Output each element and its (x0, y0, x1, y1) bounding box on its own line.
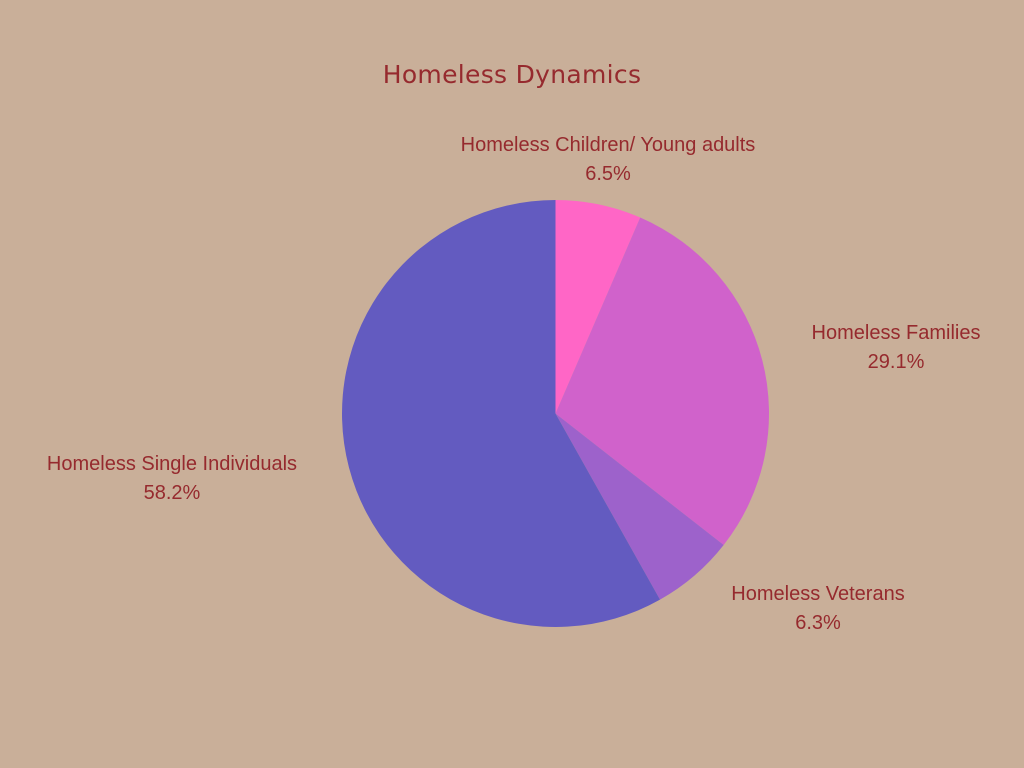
slice-label-single-individuals-value: 58.2% (143, 482, 201, 504)
slice-label-families: Homeless Families 29.1% (812, 319, 981, 377)
chart-title: Homeless Dynamics (382, 60, 642, 89)
pie-slice-children (555, 200, 641, 414)
slice-label-families-value: 29.1% (867, 351, 925, 373)
slice-label-veterans-name: Homeless Veterans (731, 583, 905, 605)
slice-label-children-value: 6.5% (585, 163, 631, 185)
slice-label-families-name: Homeless Families (811, 322, 981, 344)
slice-label-children-name: Homeless Children/ Young adults (460, 134, 756, 156)
pie-slices (342, 200, 770, 627)
pie-slice-single-individuals (342, 200, 661, 627)
pie-slice-families (555, 217, 770, 546)
pie-slice-veterans (555, 413, 724, 600)
slice-label-children: Homeless Children/ Young adults 6.5% (461, 131, 756, 189)
slice-label-veterans: Homeless Veterans 6.3% (731, 580, 904, 638)
slice-label-veterans-value: 6.3% (795, 612, 841, 634)
slice-label-single-individuals: Homeless Single Individuals 58.2% (47, 450, 297, 508)
slice-label-single-individuals-name: Homeless Single Individuals (46, 453, 298, 475)
